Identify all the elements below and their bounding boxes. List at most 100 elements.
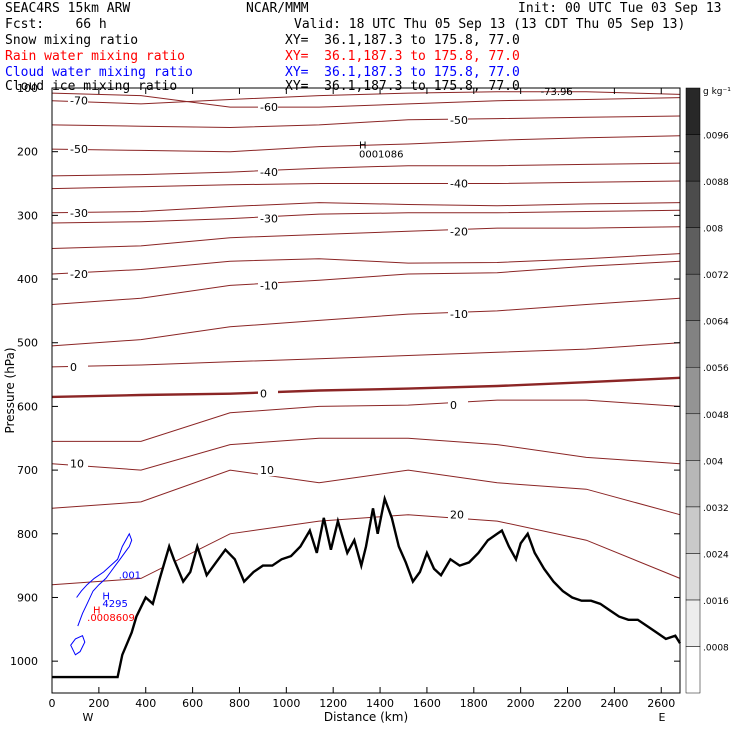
field-label-cloud-water: Cloud water mixing ratio (5, 65, 193, 80)
max-value-top: -73.96 (541, 87, 573, 98)
temperature-contour (51, 135, 681, 153)
colorbar-segment (685, 413, 701, 461)
x-tick-label: 1400 (366, 697, 394, 710)
x-tick-label: 400 (135, 697, 156, 710)
x-tick-label: 2400 (600, 697, 628, 710)
y-axis: 1002003004005006007008009001000Pressure … (3, 82, 680, 668)
colorbar-segment (685, 180, 701, 228)
contour-label: -50 (70, 143, 88, 156)
contour-label: 0 (70, 361, 77, 374)
x-axis-title: Distance (km) (324, 710, 408, 724)
x-tick-label: 2600 (647, 697, 675, 710)
center-label: NCAR/MMM (246, 1, 309, 16)
contour-label-bg (448, 177, 468, 190)
contour-label-bg (258, 279, 278, 292)
temperature-contour (51, 209, 681, 224)
colorbar-unit: g kg⁻¹ (703, 87, 731, 97)
contour-label-bg (68, 206, 88, 219)
colorbar-label: .0032 (703, 504, 729, 514)
colorbar-segment (685, 320, 701, 368)
contour-label-bg (68, 143, 88, 156)
field-label-snow: Snow mixing ratio (5, 33, 139, 48)
temperature-contour (51, 180, 681, 190)
x-tick-label: 600 (182, 697, 203, 710)
y-tick-label: 600 (17, 400, 38, 413)
colorbar-label: .0072 (703, 271, 729, 281)
header: SEAC4RS 15km ARW Fcst: 66 h NCAR/MMM Ini… (0, 0, 740, 100)
temperature-contour (51, 92, 681, 108)
contour-label: 0 (260, 388, 267, 401)
contour-label: -40 (450, 178, 468, 191)
terrain-layer (51, 494, 682, 693)
temperature-contour (51, 437, 681, 471)
x-end-label-west: W (83, 711, 94, 724)
contour-label-bg (258, 166, 278, 179)
temperature-contour (51, 162, 681, 177)
y-tick-label: 300 (17, 209, 38, 222)
colorbar: .0008 .0016 .0024 .0032 .004 .0048 .0056 .0064.… (685, 87, 731, 694)
terrain-fill (52, 498, 680, 693)
temperature-contour (51, 226, 681, 249)
temperature-contour (51, 202, 681, 214)
y-axis-title: Pressure (hPa) (3, 347, 17, 433)
temperature-contour (51, 342, 681, 368)
field-xy-cloud-water: XY= 36.1,187.3 to 175.8, 77.0 (285, 65, 520, 80)
contour-label: -20 (70, 268, 88, 281)
x-tick-label: 1600 (413, 697, 441, 710)
high-marker-top: H (359, 141, 367, 152)
y-tick-label: 900 (17, 591, 38, 604)
contour-label-bg (68, 94, 88, 107)
field-label-cloud-ice: Cloud ice mixing ratio (5, 79, 178, 94)
contour-label: -10 (450, 308, 468, 321)
contour-label-bg (258, 101, 278, 114)
contour-label: 10 (260, 464, 274, 477)
x-tick-label: 1200 (319, 697, 347, 710)
y-tick-label: 1000 (10, 655, 38, 668)
colorbar-segment (685, 460, 701, 508)
temperature-contour (51, 469, 681, 516)
run-title: SEAC4RS 15km ARW (5, 1, 131, 16)
x-tick-label: 1000 (272, 697, 300, 710)
colorbar-label: .0008 (703, 643, 729, 653)
contour-label-bg (68, 457, 88, 470)
contour-label-bg (448, 308, 468, 321)
contour-label: -10 (260, 279, 278, 292)
colorbar-segment (685, 646, 701, 694)
x-tick-label: 800 (229, 697, 250, 710)
colorbar-segment (685, 553, 701, 601)
temperature-contour (51, 376, 681, 399)
temperature-contour (51, 514, 681, 586)
contour-label: -60 (260, 101, 278, 114)
temperature-contour (51, 253, 681, 275)
contour-label: 20 (450, 509, 464, 522)
y-tick-label: 100 (17, 82, 38, 95)
colorbar-label: .0024 (703, 550, 729, 560)
colorbar-label: .0016 (703, 597, 729, 607)
contour-label: -30 (70, 207, 88, 220)
colorbar-segment (685, 273, 701, 321)
colorbar-label: .0088 (703, 178, 729, 188)
init-time: Init: 00 UTC Tue 03 Sep 13 (518, 1, 722, 16)
cloud-water-small-contour (70, 635, 86, 656)
y-tick-label: 500 (17, 337, 38, 350)
colorbar-segment (685, 227, 701, 275)
high-value-top: 0001086 (359, 149, 404, 160)
temperature-contours: -70 -60-50-50-40-40-30 -30-20-20-10-100001… (51, 91, 681, 586)
temperature-contour (51, 260, 681, 305)
field-label-rain: Rain water mixing ratio (5, 49, 186, 64)
contour-label-bg (68, 360, 88, 373)
contour-label: -40 (260, 166, 278, 179)
field-xy-rain: XY= 36.1,187.3 to 175.8, 77.0 (285, 49, 520, 64)
x-tick-label: 2200 (554, 697, 582, 710)
y-tick-label: 400 (17, 273, 38, 286)
contour-label: -30 (260, 213, 278, 226)
colorbar-label: .008 (703, 225, 723, 235)
contour-label-bg (258, 464, 278, 477)
y-tick-label: 200 (17, 146, 38, 159)
contour-label-bg (448, 225, 468, 238)
contour-label-bg (448, 508, 468, 521)
contour-label: 0 (450, 399, 457, 412)
colorbar-label: .0096 (703, 132, 729, 142)
contour-label: -20 (450, 225, 468, 238)
